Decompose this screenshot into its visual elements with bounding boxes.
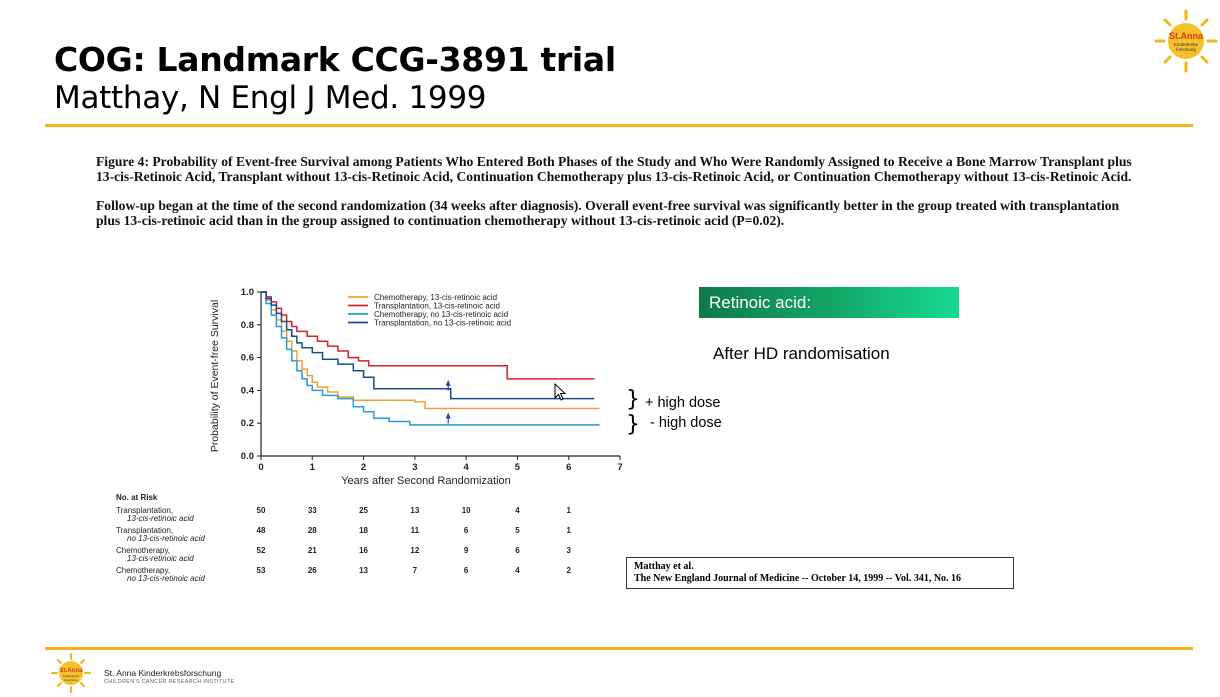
x-tick-label: 3 <box>412 462 417 473</box>
risk-row-sublabel: no 13-cis-retinoic acid <box>127 574 205 583</box>
risk-cell: 18 <box>359 526 368 535</box>
reference-authors: Matthay et al. <box>634 561 694 572</box>
x-tick-label: 0 <box>258 462 263 473</box>
chart-curves <box>261 291 600 426</box>
x-tick-label: 5 <box>515 462 521 473</box>
plus-high-dose-label: + high dose <box>645 395 721 411</box>
header-divider <box>45 124 1193 127</box>
caption-para-1: Figure 4: Probability of Event-free Surv… <box>96 154 1132 184</box>
risk-cell: 6 <box>464 566 469 575</box>
risk-cell: 13 <box>359 566 368 575</box>
retinoic-acid-banner: Retinoic acid: <box>699 287 959 318</box>
logo-line2: Kinderkrebs <box>1174 42 1199 47</box>
x-axis-label: Years after Second Randomization <box>341 475 511 487</box>
footer-logo-line2: Kinderkrebs <box>63 674 80 678</box>
risk-cell: 4 <box>515 566 520 575</box>
footer-org-sub: CHILDREN'S CANCER RESEARCH INSTITUTE <box>104 679 235 685</box>
x-tick-label: 7 <box>617 462 622 473</box>
footer-logo-line1: St.Anna <box>60 668 83 674</box>
chart-axes: 0 1 2 3 4 5 6 7 0.0 0.2 0.4 0.6 0.8 1.0 <box>241 287 623 473</box>
slide-subtitle: Matthay, N Engl J Med. 1999 <box>54 80 487 116</box>
reference-journal: The New England Journal of Medicine -- O… <box>634 573 962 584</box>
risk-row-sublabel: no 13-cis-retinoic acid <box>127 534 205 543</box>
caption-para-2: Follow-up began at the time of the secon… <box>96 198 1120 228</box>
y-tick-label: 1.0 <box>241 287 254 298</box>
y-tick-label: 0.2 <box>241 418 254 429</box>
x-tick-label: 2 <box>361 462 366 473</box>
footer-logo-line3: forschung <box>64 678 78 682</box>
risk-table: No. at Risk Transplantation,13-cis-retin… <box>116 493 571 583</box>
risk-cell: 7 <box>413 566 418 575</box>
footer-logo: St.Anna Kinderkrebs forschung <box>51 653 91 693</box>
mouse-cursor-icon <box>554 383 567 401</box>
risk-cell: 48 <box>257 526 266 535</box>
bracket-low-dose: } <box>626 412 640 437</box>
up-arrow-icon <box>445 412 451 419</box>
footer-sun-rays-icon <box>51 653 91 693</box>
risk-cell: 1 <box>566 526 571 535</box>
up-arrow-icon <box>445 379 451 386</box>
minus-high-dose-label: - high dose <box>650 415 722 431</box>
logo-line1: St.Anna <box>1169 31 1204 41</box>
risk-row-label: Chemotherapy, <box>116 546 170 555</box>
series-line-4 <box>261 291 595 400</box>
risk-cell: 16 <box>359 546 368 555</box>
risk-row-label: Transplantation, <box>116 506 173 515</box>
y-tick-label: 0.4 <box>241 385 255 396</box>
x-tick-label: 1 <box>310 462 316 473</box>
legend-label: Transplantation, no 13-cis-retinoic acid <box>374 319 511 328</box>
y-tick-label: 0.6 <box>241 353 254 364</box>
risk-cell: 52 <box>257 546 266 555</box>
figure-caption: Figure 4: Probability of Event-free Surv… <box>96 154 1146 242</box>
st-anna-logo: St.Anna Kinderkrebs forschung <box>1154 9 1218 73</box>
risk-cell: 4 <box>515 506 520 515</box>
y-tick-label: 0.8 <box>241 320 254 331</box>
risk-cell: 5 <box>515 526 520 535</box>
risk-cell: 13 <box>410 506 419 515</box>
km-survival-chart: Chemotherapy, 13-cis-retinoic acidTransp… <box>209 287 623 487</box>
y-tick-label: 0.0 <box>241 451 254 462</box>
sun-rays-icon <box>1154 9 1218 73</box>
risk-row-sublabel: 13-cis-retinoic acid <box>127 554 194 563</box>
risk-cell: 12 <box>410 546 419 555</box>
footer-divider <box>45 647 1193 650</box>
risk-cell: 11 <box>411 526 420 535</box>
chart-legend: Chemotherapy, 13-cis-retinoic acidTransp… <box>348 293 511 328</box>
risk-row-label: Chemotherapy, <box>116 566 170 575</box>
after-hd-label: After HD randomisation <box>713 344 890 363</box>
risk-cell: 10 <box>462 506 471 515</box>
reference-box: Matthay et al. The New England Journal o… <box>626 557 1014 589</box>
y-axis-label: Probability of Event-free Survival <box>209 300 221 452</box>
risk-cell: 28 <box>308 526 317 535</box>
risk-cell: 1 <box>566 506 571 515</box>
legend-label: Transplantation, 13-cis-retinoic acid <box>374 302 500 311</box>
risk-cell: 6 <box>464 526 469 535</box>
risk-cell: 26 <box>308 566 317 575</box>
bracket-high-dose: } <box>626 387 640 412</box>
risk-row-label: Transplantation, <box>116 526 173 535</box>
risk-cell: 2 <box>566 566 571 575</box>
risk-cell: 33 <box>308 506 317 515</box>
risk-cell: 9 <box>464 546 469 555</box>
series-line-1 <box>261 291 600 410</box>
risk-row-sublabel: 13-cis-retinoic acid <box>127 514 194 523</box>
risk-cell: 6 <box>515 546 520 555</box>
x-tick-label: 4 <box>463 462 469 473</box>
series-line-3 <box>261 291 600 426</box>
logo-line3: forschung <box>1176 47 1196 52</box>
risk-cell: 3 <box>566 546 571 555</box>
risk-table-header: No. at Risk <box>116 493 158 502</box>
risk-cell: 53 <box>257 566 266 575</box>
risk-cell: 50 <box>257 506 266 515</box>
x-tick-label: 6 <box>566 462 571 473</box>
risk-cell: 21 <box>308 546 317 555</box>
legend-label: Chemotherapy, no 13-cis-retinoic acid <box>374 310 508 319</box>
risk-cell: 25 <box>359 506 368 515</box>
legend-label: Chemotherapy, 13-cis-retinoic acid <box>374 293 497 302</box>
slide-title: COG: Landmark CCG-3891 trial <box>54 40 616 79</box>
footer-org-name: St. Anna Kinderkrebsforschung <box>104 668 222 678</box>
